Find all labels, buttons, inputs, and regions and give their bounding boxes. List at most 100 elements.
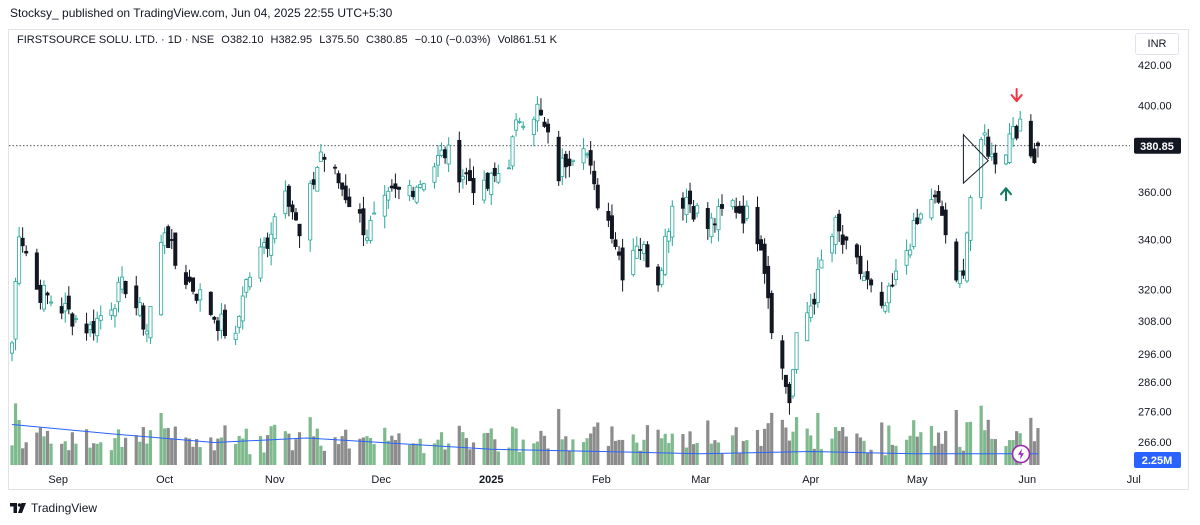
volume-bar [919, 432, 923, 465]
candle-body [471, 178, 476, 194]
volume-bar [312, 436, 316, 465]
candle-body [695, 205, 700, 214]
candle-body [1035, 142, 1040, 147]
candle-body [741, 205, 746, 224]
volume-bar [262, 452, 266, 465]
volume-bar [464, 438, 468, 465]
currency-button[interactable]: INR [1135, 33, 1179, 55]
volume-bar [887, 425, 891, 465]
pennant-pattern [962, 133, 989, 185]
volume-bar [560, 439, 564, 465]
volume-bar [173, 426, 177, 465]
candle-body [982, 132, 987, 136]
candle-body [680, 197, 685, 209]
volume-bar [890, 444, 894, 465]
candle-body [918, 213, 923, 220]
candle-body [269, 233, 274, 256]
candle-body [716, 206, 721, 231]
arrow-up-icon [1000, 187, 1012, 202]
volume-bar [447, 443, 451, 465]
candle-body [485, 172, 490, 189]
volume-bar [635, 442, 639, 465]
candle-body [617, 251, 622, 256]
volume-bar [968, 421, 973, 465]
volume-bar [521, 439, 525, 465]
volume-bar [42, 436, 46, 465]
candle-body [372, 212, 377, 215]
volume-bar [865, 452, 870, 465]
candle-body [993, 152, 998, 165]
volume-bar [74, 443, 78, 465]
volume-bar [713, 440, 717, 465]
candle-body [1007, 133, 1012, 163]
candle-body [63, 303, 68, 312]
volume-bar [794, 417, 799, 465]
candle-body [283, 190, 288, 214]
candle-body [546, 123, 551, 133]
candle-body [663, 235, 668, 275]
candle-body [595, 184, 600, 209]
candle-body [837, 213, 842, 232]
price-tick-label: 308.00 [1138, 316, 1172, 328]
volume-bar [791, 431, 795, 465]
close-value: C380.85 [366, 34, 408, 46]
footer-brand[interactable]: TradingView [31, 501, 98, 515]
candle-body [542, 121, 547, 127]
candle-body [854, 244, 859, 258]
volume-bar [557, 408, 561, 465]
volume-bar [738, 452, 742, 465]
volume-bar [912, 420, 916, 465]
volume-bar [709, 443, 713, 465]
volume-bar [933, 445, 937, 465]
price-tick-label: 420.00 [1138, 60, 1172, 72]
price-tick-label: 320.00 [1138, 284, 1172, 296]
candle-body [510, 136, 515, 167]
volume-bar [805, 428, 809, 465]
candle-body [13, 281, 18, 340]
volume-bar [322, 450, 326, 465]
volume-bar [432, 443, 437, 465]
alert-lightning-icon[interactable] [1011, 444, 1031, 464]
volume-bar [67, 450, 71, 465]
candle-body [333, 166, 338, 169]
candle-body [286, 185, 291, 207]
candle-body [482, 179, 487, 201]
candle-body [237, 315, 242, 328]
volume-bar [198, 447, 202, 465]
volume-bar [496, 451, 500, 465]
volume-bar [468, 449, 472, 465]
candle-body [581, 148, 586, 164]
volume-bar [869, 449, 873, 465]
volume-bar [471, 442, 476, 465]
volume-bar [283, 431, 287, 465]
volume-bar [333, 437, 337, 465]
candle-body [191, 277, 196, 292]
volume-bar [944, 430, 948, 465]
candle-body [361, 208, 366, 236]
candle-body [290, 204, 295, 213]
time-tick-label: 2025 [479, 474, 503, 486]
candle-body [613, 239, 618, 247]
candle-body [247, 276, 252, 288]
volume-bar [983, 430, 987, 465]
volume-bar [606, 445, 610, 465]
candle-body [521, 125, 526, 128]
volume-bar [784, 427, 788, 465]
candle-body [73, 317, 78, 320]
volume-bar [436, 439, 440, 465]
volume-bar [234, 443, 238, 465]
time-tick-label: May [907, 474, 928, 486]
symbol-name[interactable]: FIRSTSOURCE SOLU. LTD. · 1D · NSE [17, 34, 215, 46]
candle-body [457, 139, 462, 183]
candle-body [439, 149, 444, 156]
candle-body [194, 293, 199, 301]
time-tick-label: Mar [691, 474, 710, 486]
volume-bar [766, 423, 770, 465]
volume-bar [99, 442, 103, 465]
volume-bar [819, 449, 823, 465]
candle-body [567, 158, 572, 167]
volume-bar [734, 427, 738, 465]
time-tick-label: Feb [592, 474, 611, 486]
candle-body [929, 199, 934, 219]
